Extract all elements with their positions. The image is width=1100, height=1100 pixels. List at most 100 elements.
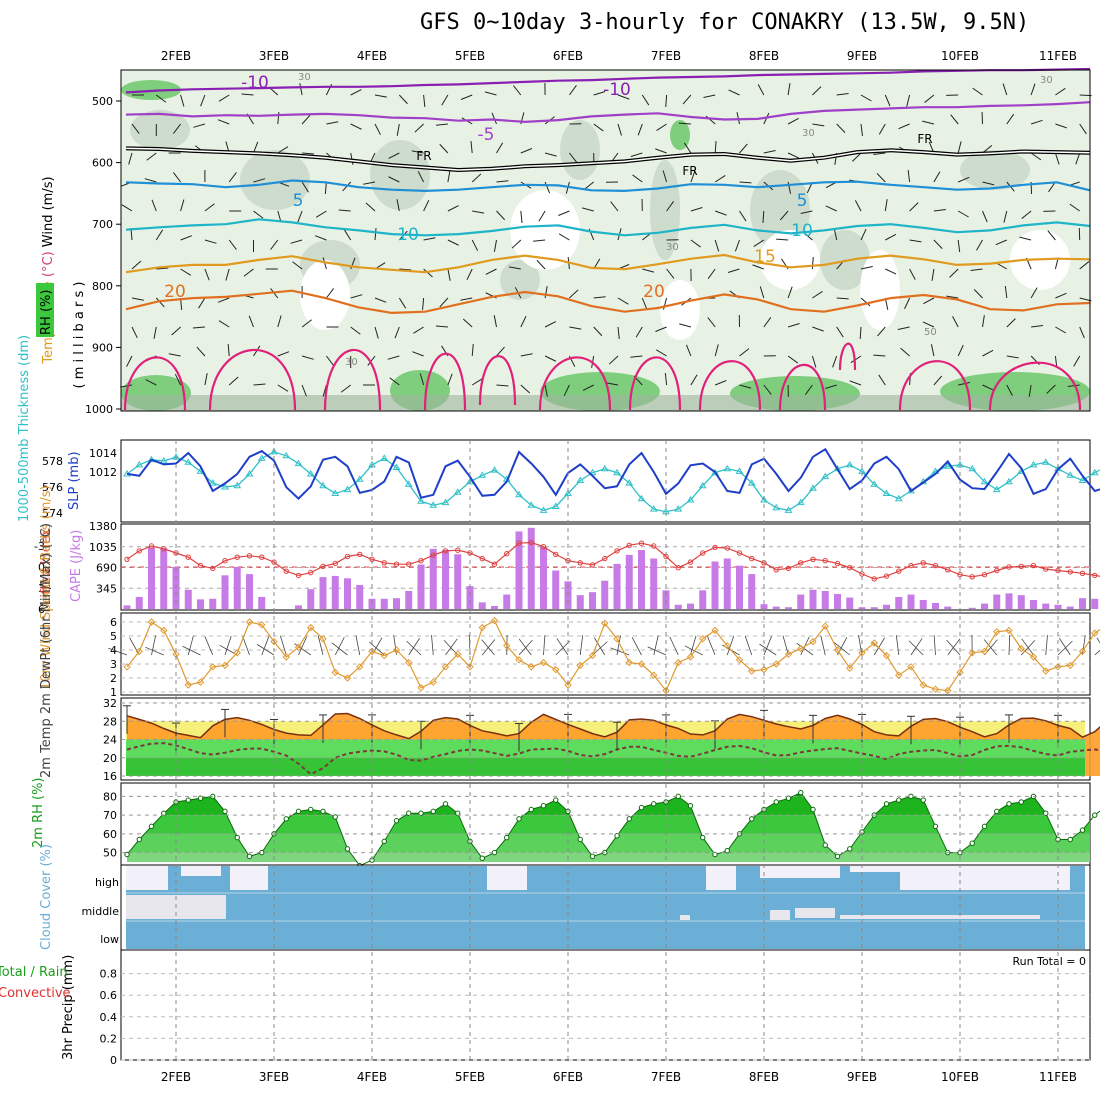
wind-barb <box>496 142 504 154</box>
wind-barb <box>228 376 239 386</box>
wind10-point <box>160 626 168 635</box>
lifted-index-point <box>1030 562 1037 569</box>
lifted-index-point <box>577 560 583 566</box>
wind-barb <box>204 203 215 212</box>
wind-barb <box>496 384 509 387</box>
wind-barb <box>907 170 911 183</box>
wind10-point <box>233 649 241 657</box>
wind-barb <box>363 181 376 185</box>
wind10-barb <box>543 635 546 656</box>
thickness-point <box>711 468 719 476</box>
wind-barb <box>1048 181 1056 193</box>
pressure-tick-label: 600 <box>92 157 113 170</box>
wind-barb <box>933 209 946 212</box>
wind10-barb <box>256 644 275 656</box>
thickness-point <box>980 477 989 485</box>
wind10-barb <box>983 639 998 656</box>
cape-bar <box>1066 606 1074 609</box>
wind-barb <box>520 315 527 328</box>
lifted-index-point <box>626 542 632 548</box>
wind10-point <box>282 653 290 661</box>
rh2m-point <box>651 801 657 807</box>
wind10-point <box>1054 663 1062 671</box>
slp-ylabel: SLP (mb) <box>67 451 82 510</box>
rh2m-point <box>810 806 816 813</box>
date-label-bottom: 2FEB <box>161 1070 191 1084</box>
isotherm-25-loop <box>208 348 297 411</box>
wind-barb <box>728 89 740 96</box>
cape-bar <box>932 602 939 609</box>
wind-barb <box>970 268 983 271</box>
wind-barb <box>563 384 570 397</box>
cape-bar <box>760 604 768 609</box>
wind10-point <box>699 635 707 643</box>
lifted-index-point <box>393 561 400 567</box>
wind-frame <box>120 612 1091 696</box>
wind10-barb <box>406 640 422 656</box>
cape-bar <box>1079 598 1086 609</box>
precip-frame <box>120 949 1091 1061</box>
wind10-barb <box>653 635 659 656</box>
wind-barb <box>204 268 210 281</box>
wind-barb <box>683 142 692 154</box>
wind10-barb <box>631 637 642 656</box>
wind-barb <box>946 295 959 299</box>
wind10-barb <box>108 647 128 656</box>
wind-barb <box>172 123 181 134</box>
rh2m-point <box>1079 827 1086 833</box>
lifted-index-point <box>381 560 387 566</box>
rh-patch <box>370 140 430 210</box>
wind-barb <box>414 123 424 133</box>
lifted-index-point <box>675 565 681 571</box>
rh2m-point <box>1043 810 1049 816</box>
wind10-barb <box>759 643 777 656</box>
rh-patch <box>240 150 310 210</box>
wind10-barb <box>204 636 214 656</box>
cloud-mid-gap <box>840 915 1040 919</box>
cape-bar <box>687 603 694 609</box>
wind-barb <box>153 326 157 339</box>
date-label-bottom: 5FEB <box>455 1070 485 1084</box>
wind-barb <box>470 141 473 154</box>
cloud-high-gap <box>181 866 221 876</box>
lifted-index-point <box>700 550 706 556</box>
wind10-barb <box>947 638 961 656</box>
wind-barb <box>301 319 312 328</box>
wind-barb <box>340 384 352 393</box>
wind-barb <box>568 84 577 96</box>
wind-barb <box>873 152 886 155</box>
wind10-point <box>895 671 903 679</box>
wind-barb <box>776 238 789 241</box>
wind-barb <box>759 286 765 299</box>
wind10-barb <box>443 640 459 656</box>
wind10-point <box>650 671 658 679</box>
wind-barb <box>739 348 750 357</box>
wind-barb <box>757 84 765 96</box>
thickness-tick-label: 574 <box>42 507 63 520</box>
date-label-top: 10FEB <box>941 49 979 63</box>
wind10-barb <box>594 637 606 656</box>
wind10-point <box>931 685 940 693</box>
cape-bar <box>466 586 474 609</box>
cloud-mid-gap <box>770 910 790 920</box>
date-label-bottom: 11FEB <box>1039 1070 1077 1084</box>
wind-barb <box>854 200 862 212</box>
lifted-index-point <box>736 550 743 556</box>
wind10-barb <box>744 635 753 656</box>
rh2m-tick-label: 60 <box>103 828 117 841</box>
li-tick-label: 6 <box>38 603 45 616</box>
wind-barb <box>1006 384 1013 396</box>
wind-barb <box>1073 355 1081 367</box>
wind-barb <box>933 375 943 386</box>
wind-barb <box>957 344 964 357</box>
wind10-point <box>319 635 327 643</box>
lifted-index-point <box>504 551 510 557</box>
wind10-barb <box>908 640 924 656</box>
contour-label: -10 <box>241 73 269 93</box>
wind10-barb <box>151 635 157 656</box>
wind-barb <box>315 210 327 218</box>
wind-barb <box>982 349 994 357</box>
wind10-point <box>184 681 192 689</box>
rh2m-point <box>896 797 902 803</box>
wind-barb <box>301 355 314 360</box>
